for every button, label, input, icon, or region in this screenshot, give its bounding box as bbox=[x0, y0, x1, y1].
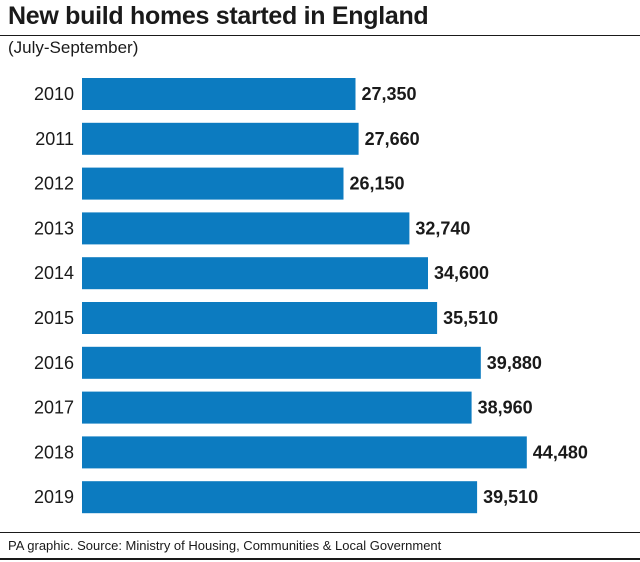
bar bbox=[82, 481, 478, 514]
category-label: 2016 bbox=[34, 353, 74, 373]
bar bbox=[82, 391, 472, 424]
bar bbox=[82, 436, 527, 469]
bar bbox=[82, 167, 344, 200]
category-label: 2015 bbox=[34, 308, 74, 328]
chart-subtitle: (July-September) bbox=[8, 38, 139, 57]
value-label: 27,350 bbox=[362, 84, 417, 104]
category-label: 2012 bbox=[34, 174, 74, 194]
source-note: PA graphic. Source: Ministry of Housing,… bbox=[8, 538, 442, 553]
chart-title: New build homes started in England bbox=[8, 2, 429, 30]
bottom-border bbox=[0, 558, 640, 560]
footer-divider bbox=[0, 532, 640, 533]
category-label: 2010 bbox=[34, 84, 74, 104]
value-label: 32,740 bbox=[415, 218, 470, 238]
value-label: 39,880 bbox=[487, 353, 542, 373]
category-label: 2014 bbox=[34, 263, 74, 283]
value-label: 39,510 bbox=[483, 487, 538, 507]
value-label: 26,150 bbox=[350, 174, 405, 194]
bar bbox=[82, 212, 410, 245]
value-label: 34,600 bbox=[434, 263, 489, 283]
value-label: 27,660 bbox=[365, 129, 420, 149]
title-divider bbox=[0, 35, 640, 36]
value-label: 35,510 bbox=[443, 308, 498, 328]
bar bbox=[82, 78, 356, 110]
value-label: 38,960 bbox=[478, 398, 533, 418]
bar bbox=[82, 122, 359, 155]
category-label: 2011 bbox=[35, 129, 74, 149]
bar bbox=[82, 257, 428, 290]
category-label: 2019 bbox=[34, 487, 74, 507]
category-label: 2013 bbox=[34, 218, 74, 238]
value-label: 44,480 bbox=[533, 442, 588, 462]
bar bbox=[82, 302, 438, 334]
category-label: 2017 bbox=[34, 398, 74, 418]
category-label: 2018 bbox=[34, 442, 74, 462]
bar bbox=[82, 346, 481, 379]
